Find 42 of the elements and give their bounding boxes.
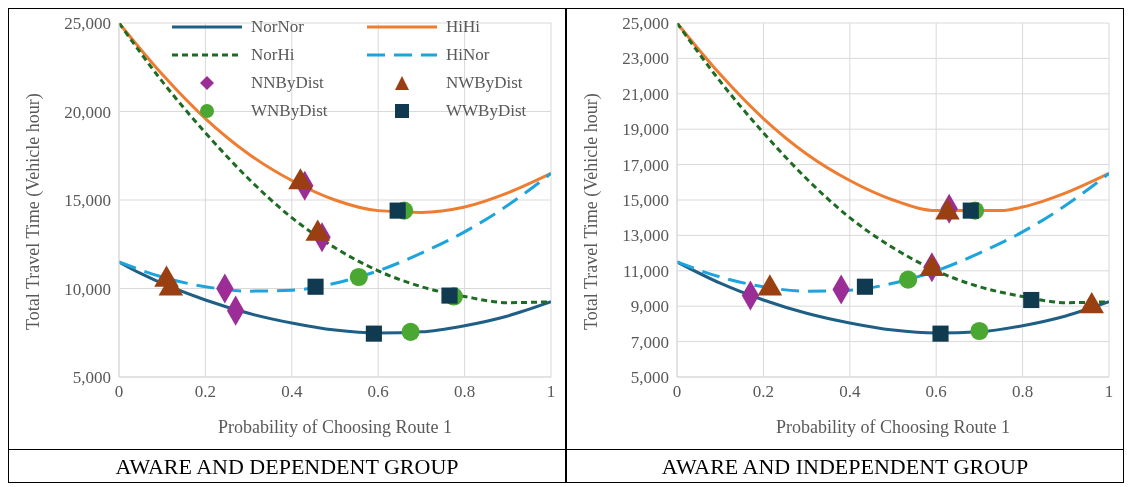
y-tick-label: 5,000	[72, 368, 111, 388]
x-tick-label: 0.8	[453, 382, 476, 402]
legend-label: WNByDist	[251, 101, 328, 121]
y-tick-label: 17,000	[622, 155, 669, 175]
y-tick-label: 9,000	[630, 297, 669, 317]
y-tick-label: 25,000	[64, 14, 111, 34]
legend-label: NNByDist	[251, 73, 324, 93]
y-tick-label: 5,000	[630, 368, 669, 388]
y-tick-label: 23,000	[622, 49, 669, 69]
x-tick-label: 0	[672, 382, 682, 402]
y-axis-title: Total Travel Time (Vehicle hour)	[23, 93, 45, 330]
y-tick-label: 15,000	[64, 191, 111, 211]
y-tick-label: 15,000	[622, 191, 669, 211]
text: AWARE AND INDEPENDENT GROUP	[567, 449, 1123, 482]
y-axis-title: Total Travel Time (Vehicle hour)	[581, 93, 603, 330]
x-tick-label: 0.6	[367, 382, 389, 402]
x-tick-label: 0.2	[752, 382, 775, 402]
x-tick-label: 1	[546, 382, 556, 402]
legend-label: NorHi	[251, 45, 295, 65]
x-axis-title: Probability of Choosing Route 1	[218, 417, 452, 437]
x-tick-label: 1	[1104, 382, 1114, 402]
x-tick-label: 0.6	[925, 382, 947, 402]
legend-label: NorNor	[251, 17, 304, 37]
x-tick-label: 0.4	[839, 382, 861, 402]
x-tick-label: 0.4	[281, 382, 303, 402]
y-tick-label: 21,000	[622, 84, 669, 104]
y-tick-label: 13,000	[622, 226, 669, 246]
y-tick-label: 20,000	[64, 102, 111, 122]
y-tick-label: 25,000	[622, 14, 669, 34]
y-tick-label: 7,000	[630, 332, 669, 352]
x-tick-label: 0.2	[194, 382, 217, 402]
x-tick-label: 0.8	[1011, 382, 1034, 402]
text: AWARE AND DEPENDENT GROUP	[9, 449, 565, 482]
y-tick-label: 19,000	[622, 120, 669, 140]
y-tick-label: 10,000	[64, 279, 111, 299]
legend-label: NWByDist	[446, 73, 523, 93]
legend-label: HiHi	[446, 17, 480, 37]
y-tick-label: 11,000	[622, 261, 669, 281]
x-tick-label: 0	[114, 382, 124, 402]
legend-label: WWByDist	[446, 101, 527, 121]
legend-label: HiNor	[446, 45, 490, 65]
x-axis-title: Probability of Choosing Route 1	[776, 417, 1010, 437]
